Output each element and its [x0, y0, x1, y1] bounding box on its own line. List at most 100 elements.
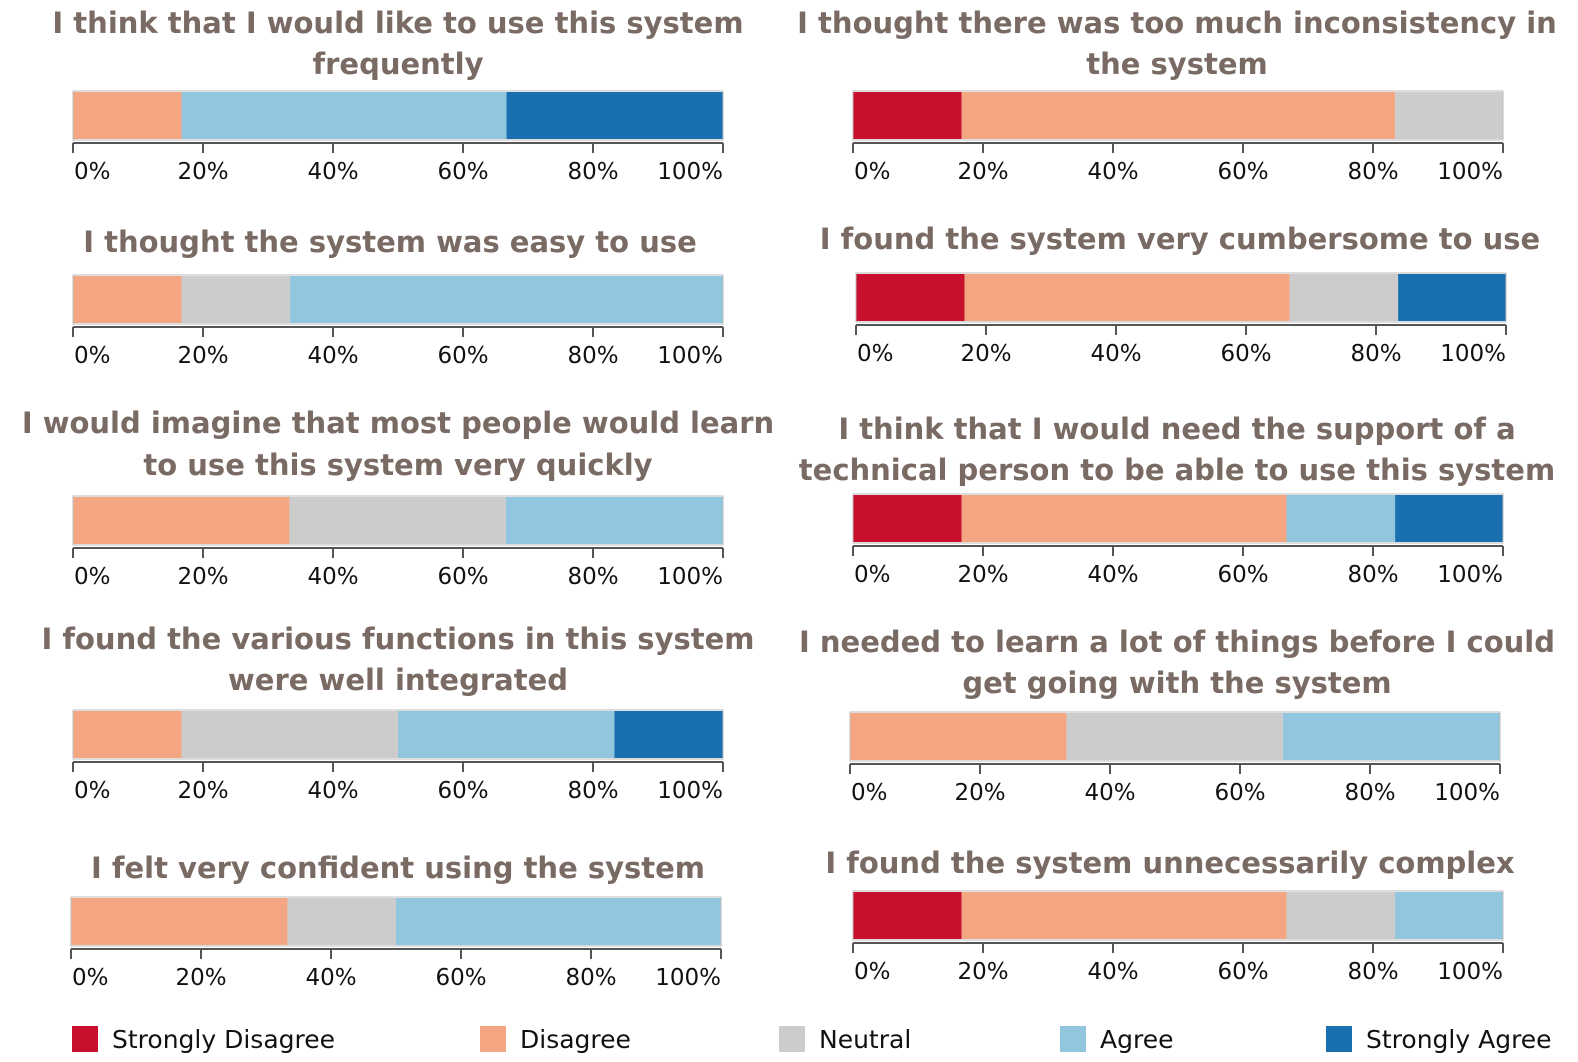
x-tick-label: 20%	[177, 778, 228, 804]
x-tick-label: 60%	[435, 965, 486, 991]
x-tick-label: 0%	[74, 159, 111, 185]
bar-segment-neutral	[1289, 274, 1399, 321]
x-tick-label: 100%	[1437, 562, 1503, 588]
bar-segment-strongly-disagree	[856, 274, 965, 321]
x-tick-label: 20%	[957, 159, 1008, 185]
x-tick-label: 80%	[567, 564, 618, 590]
bar-segment-neutral	[287, 898, 396, 945]
bar-segment-disagree	[73, 92, 182, 139]
x-tick-label: 40%	[1087, 159, 1138, 185]
x-tick-label: 60%	[437, 564, 488, 590]
chart-panel: I found the system unnecessarily complex…	[825, 846, 1515, 985]
bar-segment-agree	[1282, 713, 1500, 760]
chart-panel: I thought the system was easy to use 0% 20…	[72, 225, 724, 369]
x-tick-label: 0%	[74, 564, 111, 590]
bar-segment-disagree	[850, 713, 1067, 760]
x-tick-label: 100%	[657, 564, 723, 590]
chart-title: were well integrated	[228, 663, 568, 697]
x-tick-label: 100%	[657, 343, 723, 369]
x-tick-label: 80%	[567, 778, 618, 804]
x-tick-label: 0%	[74, 778, 111, 804]
bar-segment-agree	[1286, 495, 1396, 542]
x-tick-label: 20%	[177, 343, 228, 369]
bar-segment-agree	[181, 92, 507, 139]
bar-track	[852, 493, 1504, 544]
x-tick-label: 0%	[851, 780, 888, 806]
bar-track	[72, 495, 724, 546]
bar-segment-disagree	[71, 898, 288, 945]
bar-track	[852, 90, 1504, 141]
bar-segment-neutral	[289, 497, 506, 544]
x-tick-label: 60%	[437, 778, 488, 804]
bar-segment-agree	[1395, 892, 1503, 939]
x-tick-label: 20%	[957, 959, 1008, 985]
x-tick-label: 100%	[657, 159, 723, 185]
legend-swatch-neutral	[779, 1026, 805, 1052]
x-tick-label: 40%	[307, 778, 358, 804]
bar-segment-agree	[505, 497, 723, 544]
bar-segment-disagree	[73, 711, 182, 758]
bar-segment-agree	[396, 898, 721, 945]
x-tick-label: 60%	[1217, 562, 1268, 588]
chart-title: to use this system very quickly	[143, 448, 652, 482]
x-tick-label: 0%	[854, 959, 891, 985]
bar-track	[852, 890, 1504, 941]
x-tick-label: 100%	[1434, 780, 1500, 806]
chart-title: I think that I would need the support of…	[838, 412, 1515, 446]
bar-segment-strongly-disagree	[853, 92, 962, 139]
x-tick-label: 20%	[957, 562, 1008, 588]
bar-segment-disagree	[73, 497, 290, 544]
bar-segment-disagree	[961, 892, 1287, 939]
chart-panel: I found the system very cumbersome to us…	[820, 222, 1540, 367]
x-tick-label: 40%	[1090, 341, 1141, 367]
bar-track	[72, 90, 724, 141]
x-tick-label: 60%	[1217, 959, 1268, 985]
x-tick-label: 60%	[1220, 341, 1271, 367]
bar-track	[72, 709, 724, 760]
bar-segment-strongly-agree	[1398, 274, 1506, 321]
chart-title: the system	[1086, 47, 1267, 81]
bar-segment-neutral	[1286, 892, 1396, 939]
x-tick-label: 80%	[1347, 159, 1398, 185]
legend-swatch-strongly-disagree	[72, 1026, 98, 1052]
x-tick-label: 100%	[1437, 159, 1503, 185]
legend-swatch-strongly-agree	[1326, 1026, 1352, 1052]
x-tick-label: 40%	[1087, 562, 1138, 588]
x-tick-label: 40%	[1084, 780, 1135, 806]
x-tick-label: 20%	[960, 341, 1011, 367]
chart-title: technical person to be able to use this …	[799, 453, 1555, 487]
x-tick-label: 0%	[72, 965, 109, 991]
bar-segment-strongly-disagree	[853, 892, 962, 939]
chart-panel: I felt very confident using the system 0%…	[70, 851, 722, 991]
chart-title: get going with the system	[962, 666, 1391, 700]
x-tick-label: 100%	[1437, 959, 1503, 985]
x-tick-label: 20%	[177, 564, 228, 590]
chart-title: I found the system unnecessarily complex	[825, 846, 1515, 880]
x-tick-label: 100%	[1440, 341, 1506, 367]
x-tick-label: 80%	[1347, 562, 1398, 588]
x-tick-label: 60%	[1217, 159, 1268, 185]
legend-swatch-agree	[1060, 1026, 1086, 1052]
x-tick-label: 40%	[1087, 959, 1138, 985]
chart-title: I needed to learn a lot of things before…	[799, 625, 1555, 659]
x-tick-label: 20%	[954, 780, 1005, 806]
legend-label: Strongly Disagree	[112, 1025, 335, 1054]
chart-title: I found the various functions in this sy…	[42, 622, 755, 656]
chart-title: I felt very confident using the system	[91, 851, 705, 885]
chart-panel: I would imagine that most people would l…	[22, 406, 774, 590]
legend-label: Strongly Agree	[1366, 1025, 1552, 1054]
bar-track	[72, 274, 724, 325]
bar-track	[70, 896, 722, 947]
x-tick-label: 80%	[1344, 780, 1395, 806]
chart-title: I thought the system was easy to use	[83, 225, 697, 259]
chart-title: I found the system very cumbersome to us…	[820, 222, 1540, 256]
x-tick-label: 60%	[1214, 780, 1265, 806]
x-tick-label: 60%	[437, 343, 488, 369]
bar-segment-neutral	[181, 711, 398, 758]
chart-title: frequently	[312, 47, 483, 81]
x-tick-label: 0%	[857, 341, 894, 367]
bar-track	[855, 272, 1507, 323]
bar-track	[849, 711, 1501, 762]
x-tick-label: 40%	[307, 159, 358, 185]
bar-segment-disagree	[73, 276, 182, 323]
